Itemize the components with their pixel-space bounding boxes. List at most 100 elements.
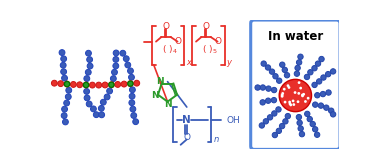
Circle shape xyxy=(320,91,326,97)
Circle shape xyxy=(101,99,106,105)
Circle shape xyxy=(107,88,113,94)
Circle shape xyxy=(127,81,133,87)
Circle shape xyxy=(261,61,266,66)
Circle shape xyxy=(294,71,300,76)
Circle shape xyxy=(325,71,331,77)
Circle shape xyxy=(115,81,121,87)
Text: O: O xyxy=(203,22,209,31)
Text: OH: OH xyxy=(226,116,240,125)
Circle shape xyxy=(301,95,304,97)
Circle shape xyxy=(299,87,302,90)
Circle shape xyxy=(285,113,291,119)
Circle shape xyxy=(287,84,290,87)
Text: y: y xyxy=(226,58,231,67)
Circle shape xyxy=(316,79,322,84)
Circle shape xyxy=(85,69,91,75)
Circle shape xyxy=(129,93,135,99)
Text: N: N xyxy=(183,115,191,125)
Circle shape xyxy=(83,82,89,88)
Circle shape xyxy=(307,97,310,100)
Circle shape xyxy=(284,72,290,78)
Circle shape xyxy=(113,63,119,69)
Circle shape xyxy=(301,94,304,96)
Circle shape xyxy=(129,74,135,80)
Circle shape xyxy=(318,103,324,108)
Circle shape xyxy=(288,101,291,103)
Text: $(\ )_4$: $(\ )_4$ xyxy=(162,43,178,56)
Circle shape xyxy=(60,62,66,68)
Circle shape xyxy=(109,82,114,87)
Circle shape xyxy=(58,81,64,87)
Circle shape xyxy=(87,57,93,62)
Circle shape xyxy=(131,113,137,118)
Circle shape xyxy=(99,112,105,118)
Circle shape xyxy=(314,132,320,137)
Circle shape xyxy=(113,56,119,62)
Circle shape xyxy=(282,67,288,73)
Circle shape xyxy=(304,100,307,103)
Circle shape xyxy=(112,69,118,75)
Circle shape xyxy=(330,112,336,117)
Text: N: N xyxy=(151,91,159,100)
Circle shape xyxy=(276,107,281,112)
Circle shape xyxy=(312,82,317,88)
Circle shape xyxy=(84,95,90,101)
Circle shape xyxy=(298,126,304,131)
Circle shape xyxy=(86,101,92,107)
Circle shape xyxy=(279,123,285,129)
Circle shape xyxy=(265,65,271,70)
Circle shape xyxy=(110,76,116,81)
Circle shape xyxy=(85,50,91,56)
Circle shape xyxy=(314,93,320,98)
Circle shape xyxy=(104,94,110,100)
FancyBboxPatch shape xyxy=(251,20,340,149)
Circle shape xyxy=(313,102,318,107)
Text: O: O xyxy=(183,133,190,142)
Circle shape xyxy=(271,97,277,103)
Circle shape xyxy=(297,120,302,126)
Circle shape xyxy=(271,87,277,93)
Circle shape xyxy=(65,94,71,100)
Circle shape xyxy=(120,50,126,56)
Circle shape xyxy=(125,62,131,68)
Circle shape xyxy=(62,106,68,112)
Circle shape xyxy=(96,82,102,88)
Circle shape xyxy=(128,81,133,86)
Circle shape xyxy=(281,94,284,97)
Circle shape xyxy=(263,119,268,124)
Circle shape xyxy=(90,106,96,112)
Circle shape xyxy=(273,74,278,79)
Text: $(\ )_5$: $(\ )_5$ xyxy=(202,43,218,56)
Circle shape xyxy=(299,131,305,137)
Text: O: O xyxy=(215,37,222,46)
Circle shape xyxy=(62,75,67,81)
Circle shape xyxy=(113,50,119,56)
Circle shape xyxy=(64,81,70,87)
Circle shape xyxy=(255,85,260,90)
Circle shape xyxy=(66,87,72,93)
Circle shape xyxy=(330,69,336,74)
Circle shape xyxy=(308,70,313,75)
Circle shape xyxy=(326,90,331,95)
Circle shape xyxy=(304,74,310,80)
Text: x: x xyxy=(186,58,191,67)
Circle shape xyxy=(328,108,334,113)
Circle shape xyxy=(297,100,299,103)
Circle shape xyxy=(127,68,133,74)
Circle shape xyxy=(307,116,313,122)
Circle shape xyxy=(324,105,329,110)
Text: N: N xyxy=(156,76,164,86)
Circle shape xyxy=(288,102,291,105)
Circle shape xyxy=(130,87,135,93)
Circle shape xyxy=(290,104,292,106)
Circle shape xyxy=(276,78,282,83)
Circle shape xyxy=(321,75,326,80)
Circle shape xyxy=(130,106,136,112)
Text: n: n xyxy=(214,135,219,144)
Circle shape xyxy=(267,115,273,120)
Text: N: N xyxy=(164,100,171,109)
Circle shape xyxy=(59,50,65,55)
Circle shape xyxy=(312,65,317,71)
Circle shape xyxy=(283,88,286,91)
Circle shape xyxy=(283,119,288,124)
